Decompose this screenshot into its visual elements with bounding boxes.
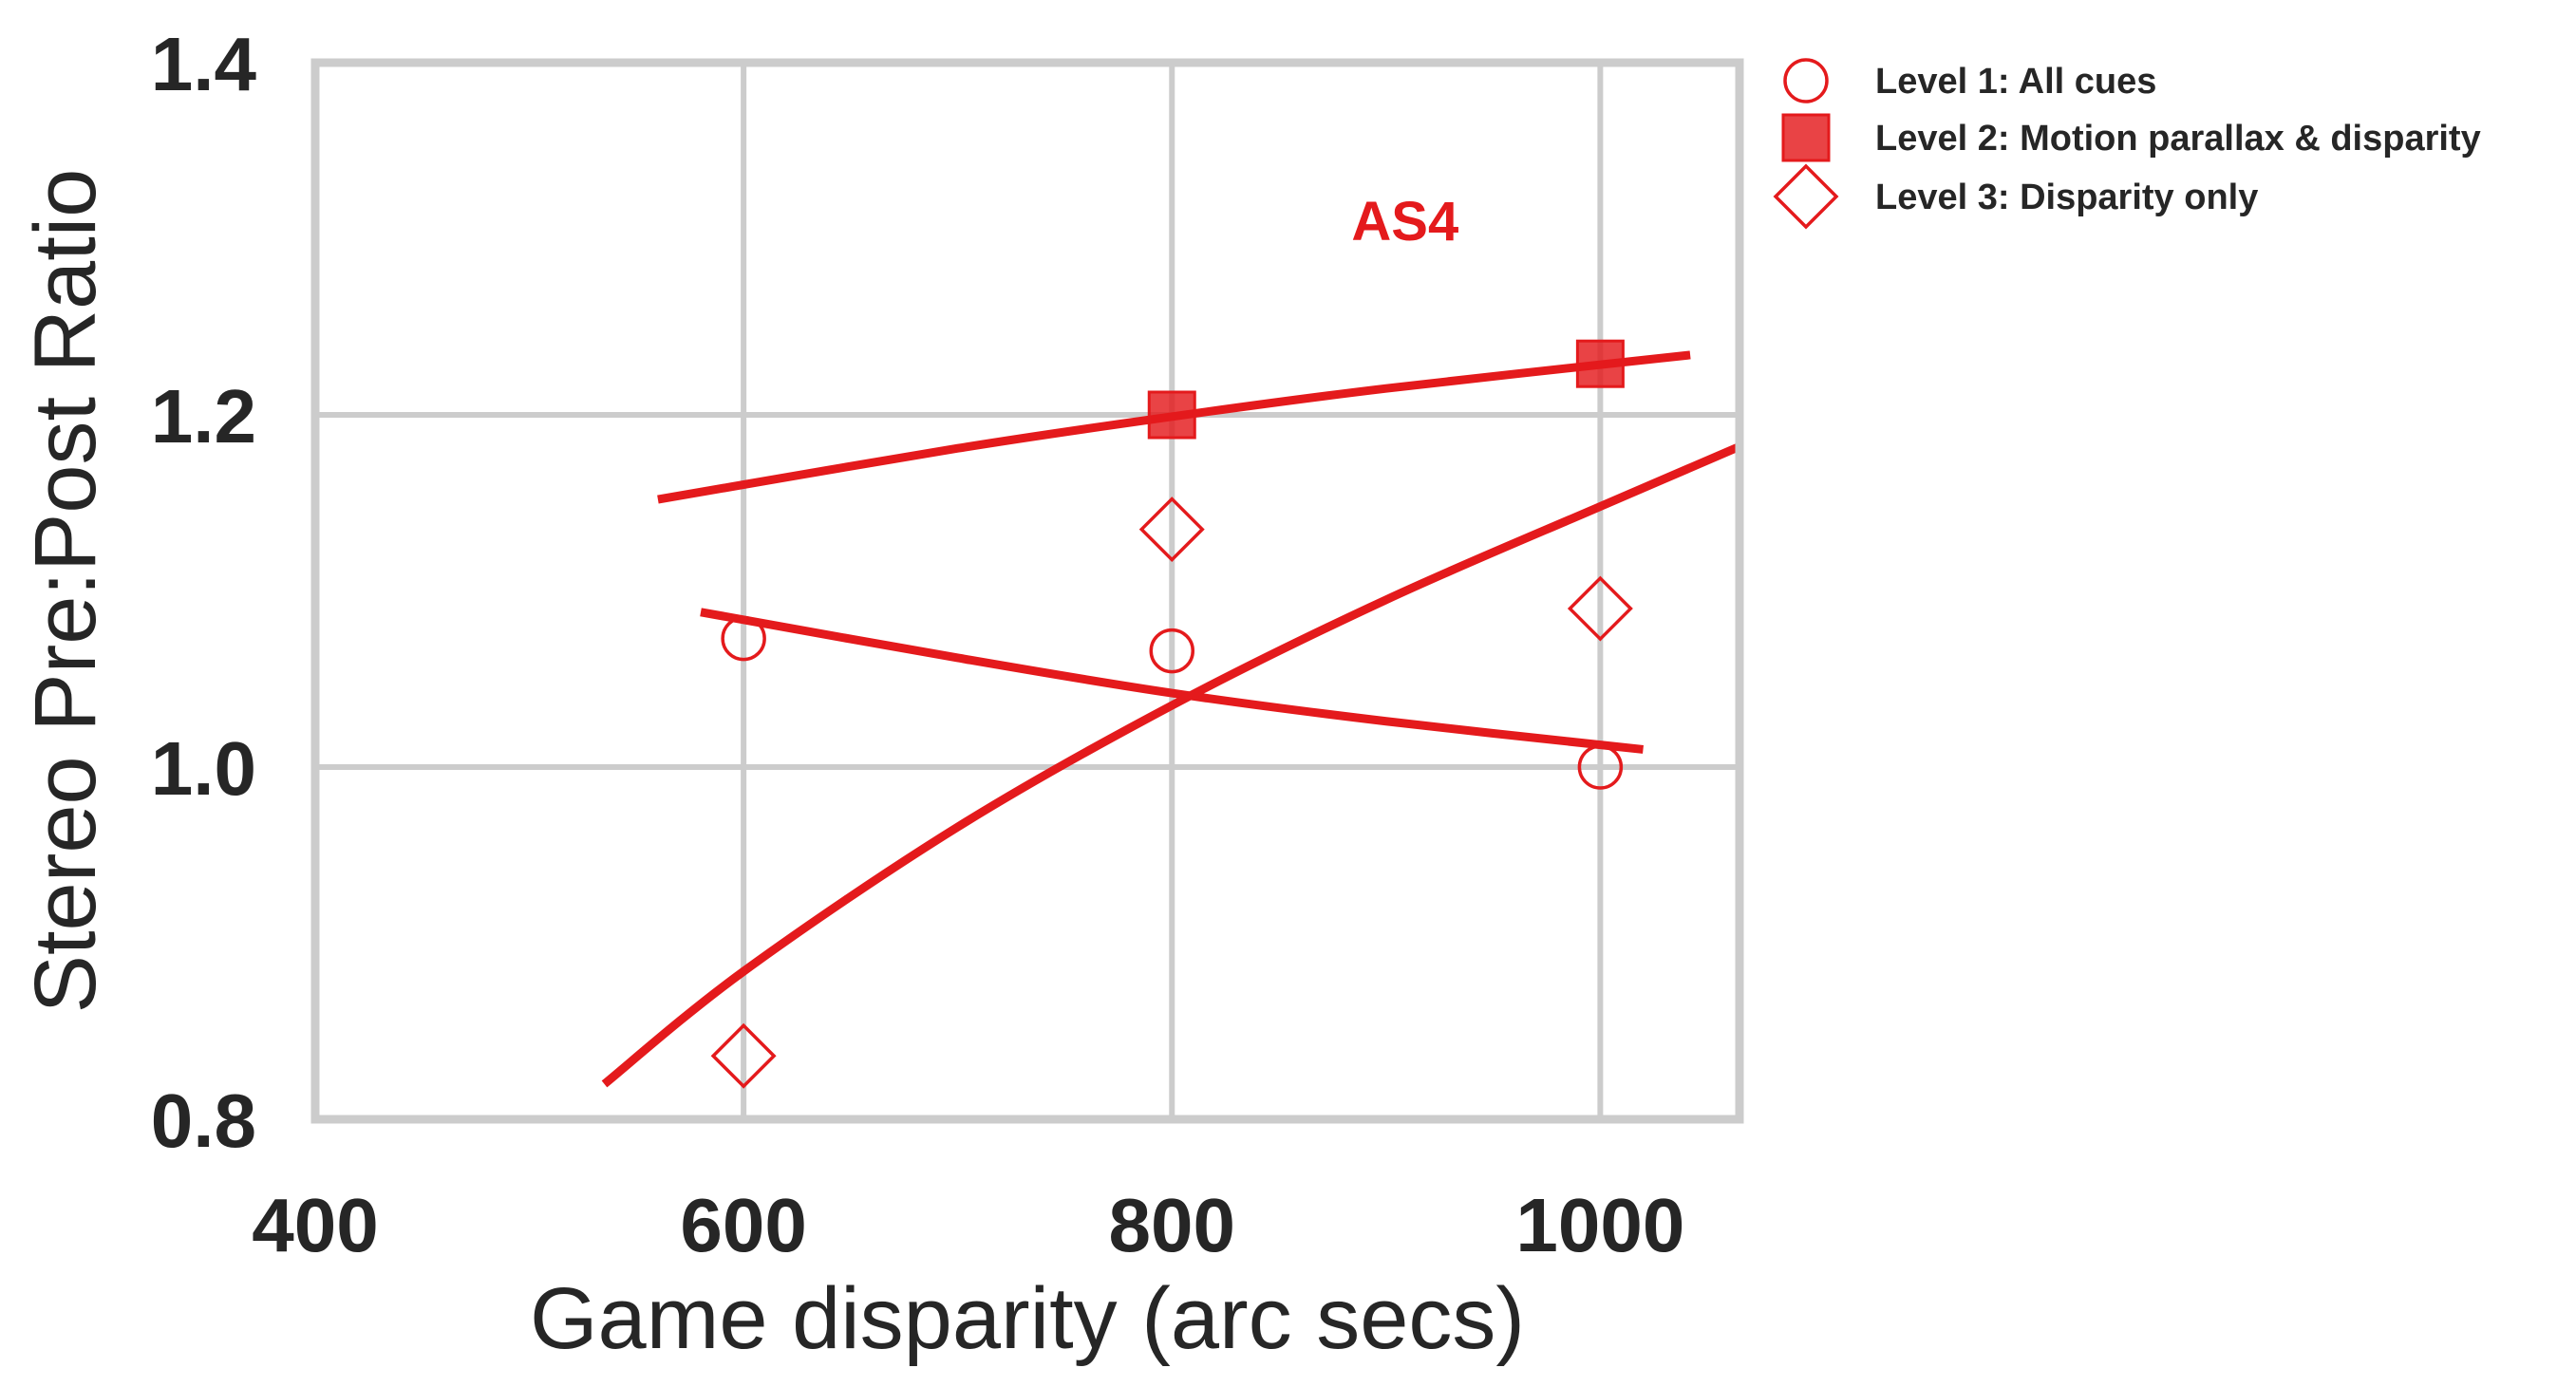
y-tick-label: 1.4 <box>151 22 257 106</box>
x-axis-label: Game disparity (arc secs) <box>530 1270 1525 1367</box>
fit-line-level-3 <box>601 442 1741 1088</box>
y-tick-label: 1.0 <box>151 726 256 811</box>
annotation-label: AS4 <box>1351 191 1458 253</box>
x-tick-label: 1000 <box>1515 1183 1684 1267</box>
point-level-3 <box>710 1022 777 1089</box>
point-level-3 <box>1138 497 1205 563</box>
legend-label-level-2: Level 2: Motion parallax & disparity <box>1875 119 2481 159</box>
point-level-1 <box>1149 628 1195 674</box>
data-points <box>710 339 1633 1089</box>
fit-line-level-1 <box>700 608 1644 754</box>
y-tick-label: 0.8 <box>151 1078 256 1163</box>
x-tick-label: 800 <box>1109 1183 1235 1267</box>
x-tick-label: 600 <box>680 1183 806 1267</box>
point-level-2 <box>1147 390 1196 440</box>
y-tick-label: 1.2 <box>151 374 256 459</box>
x-tick-label: 400 <box>252 1183 378 1267</box>
y-axis-label: Stereo Pre:Post Ratio <box>17 169 114 1014</box>
legend-marker-level-1 <box>1783 58 1829 103</box>
tick-labels: 400 600 800 1000 0.8 1.0 1.2 1.4 <box>151 22 1685 1267</box>
point-level-1 <box>721 615 766 662</box>
point-level-1 <box>1577 744 1624 790</box>
point-level-2 <box>1575 339 1625 388</box>
legend-label-level-3: Level 3: Disparity only <box>1875 178 2258 217</box>
legend-marker-level-3 <box>1773 163 1839 230</box>
legend-marker-level-2 <box>1781 113 1831 162</box>
legend: Level 1: All cues Level 2: Motion paralla… <box>1773 58 2481 230</box>
grid <box>312 60 1739 1122</box>
point-level-3 <box>1567 575 1633 642</box>
legend-label-level-1: Level 1: All cues <box>1875 62 2156 102</box>
plot-frame <box>310 58 1744 1124</box>
